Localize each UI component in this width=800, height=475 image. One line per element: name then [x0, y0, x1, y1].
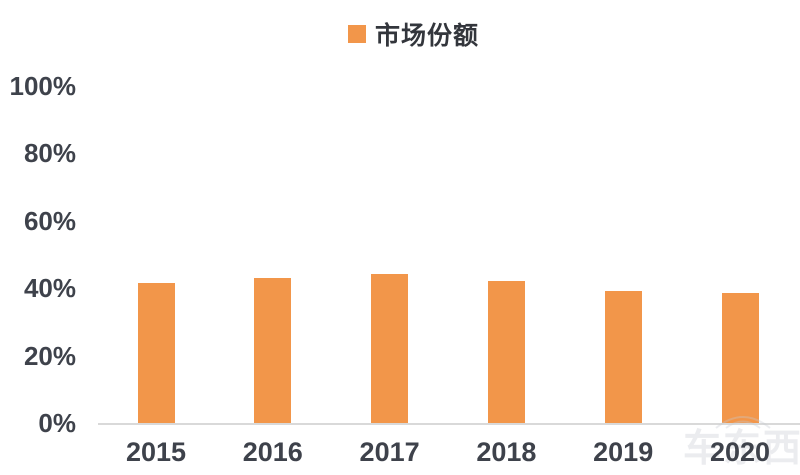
x-label-2017: 2017: [359, 437, 420, 467]
y-tick-label: 20%: [23, 340, 76, 371]
bar-2018: [487, 280, 525, 423]
x-label-2019: 2019: [593, 437, 654, 467]
plot-area: [98, 86, 800, 425]
x-label-2015: 2015: [125, 437, 187, 467]
bar-2019: [604, 290, 642, 423]
y-tick-label: 0%: [38, 408, 76, 438]
x-label-2018: 2018: [476, 437, 537, 467]
legend-swatch-icon: [348, 25, 366, 43]
y-tick-label: 100%: [9, 71, 77, 101]
y-tick-label: 40%: [23, 273, 76, 304]
bar-2016: [254, 277, 292, 423]
y-tick-label: 60%: [23, 205, 76, 236]
chart-legend: 市场份额: [348, 16, 479, 52]
bar-2015: [137, 282, 175, 423]
bar-2020: [721, 292, 759, 423]
x-label-2020: 2020: [709, 437, 771, 467]
bar-2017: [371, 274, 409, 423]
x-label-2016: 2016: [242, 437, 303, 467]
legend-label: 市场份额: [375, 22, 480, 50]
y-tick-label: 80%: [23, 138, 76, 169]
